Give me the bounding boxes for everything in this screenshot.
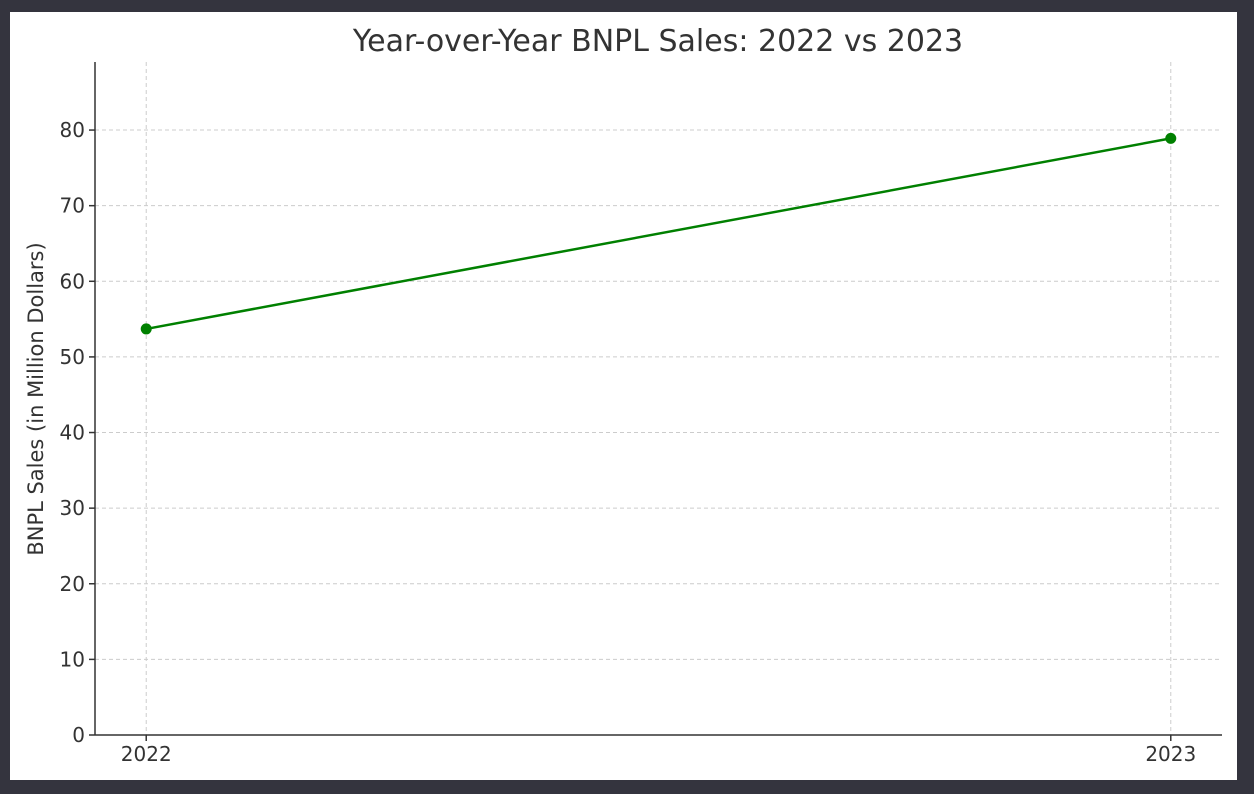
y-tick-label: 80 xyxy=(60,118,85,142)
x-tick-label: 2022 xyxy=(121,742,172,766)
y-axis-label: BNPL Sales (in Million Dollars) xyxy=(24,242,48,555)
data-point xyxy=(140,323,152,335)
chart-frame xyxy=(10,12,1237,780)
y-tick-label: 0 xyxy=(72,723,85,747)
y-tick-label: 60 xyxy=(60,269,85,293)
x-tick-label: 2023 xyxy=(1145,742,1196,766)
y-tick-label: 70 xyxy=(60,194,85,218)
y-tick-label: 20 xyxy=(60,572,85,596)
chart-title: Year-over-Year BNPL Sales: 2022 vs 2023 xyxy=(352,24,963,59)
series-line xyxy=(145,137,1172,331)
data-point xyxy=(1165,132,1177,144)
y-tick-label: 30 xyxy=(60,496,85,520)
y-tick-label: 40 xyxy=(60,421,85,445)
y-tick-label: 50 xyxy=(60,345,85,369)
y-tick-label: 10 xyxy=(60,647,85,671)
